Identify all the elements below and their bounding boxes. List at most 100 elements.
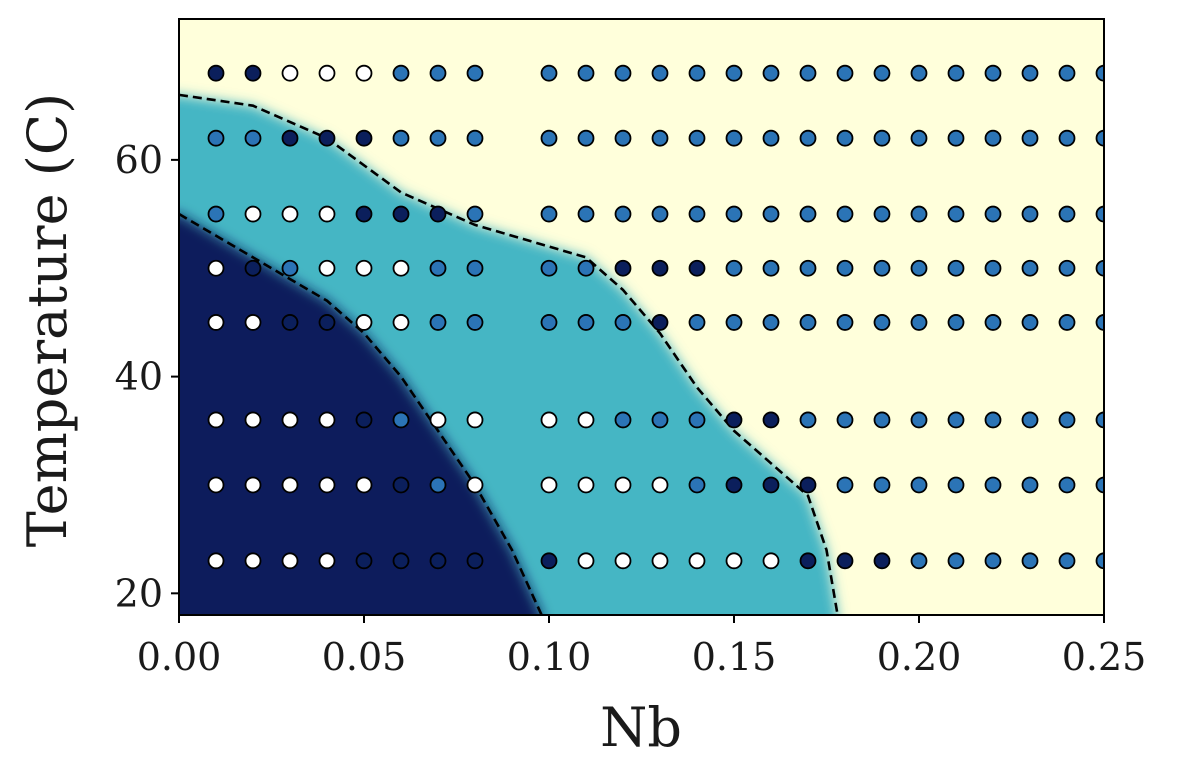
data-point bbox=[1058, 411, 1076, 429]
data-point bbox=[355, 411, 373, 429]
data-point bbox=[836, 314, 854, 331]
data-point bbox=[540, 411, 558, 429]
upper-boundary-line bbox=[179, 93, 839, 615]
data-point bbox=[651, 476, 669, 494]
data-point bbox=[799, 411, 817, 429]
data-point bbox=[614, 476, 632, 494]
data-point bbox=[984, 411, 1002, 429]
data-point bbox=[577, 259, 595, 277]
data-point bbox=[392, 64, 410, 82]
data-point bbox=[207, 259, 225, 277]
data-point bbox=[244, 552, 262, 570]
data-point bbox=[762, 205, 780, 223]
data-point bbox=[466, 259, 484, 277]
data-point bbox=[429, 259, 447, 277]
data-point bbox=[355, 64, 373, 82]
data-point bbox=[466, 552, 484, 570]
data-point bbox=[1058, 552, 1076, 570]
data-point bbox=[1058, 476, 1076, 494]
data-point bbox=[1095, 129, 1104, 147]
data-point bbox=[466, 129, 484, 147]
data-point bbox=[355, 205, 373, 223]
data-point bbox=[947, 129, 965, 147]
data-point bbox=[836, 129, 854, 147]
data-point bbox=[910, 552, 928, 570]
data-point bbox=[540, 129, 558, 147]
data-point bbox=[1058, 64, 1076, 82]
data-point bbox=[984, 314, 1002, 331]
lower-boundary-line bbox=[179, 212, 543, 615]
data-point bbox=[392, 259, 410, 277]
data-point bbox=[984, 552, 1002, 570]
data-point bbox=[762, 314, 780, 331]
data-point bbox=[1095, 476, 1104, 494]
data-point bbox=[873, 64, 891, 82]
data-point bbox=[725, 314, 743, 331]
data-point bbox=[799, 476, 817, 494]
data-point bbox=[466, 64, 484, 82]
data-point bbox=[318, 64, 336, 82]
data-point bbox=[392, 314, 410, 331]
data-point bbox=[688, 411, 706, 429]
data-point bbox=[873, 411, 891, 429]
data-point bbox=[540, 314, 558, 331]
data-point bbox=[651, 411, 669, 429]
data-point bbox=[836, 411, 854, 429]
data-point bbox=[540, 205, 558, 223]
data-point bbox=[244, 259, 262, 277]
data-point bbox=[540, 476, 558, 494]
data-point bbox=[207, 129, 225, 147]
boundary-lines bbox=[179, 93, 839, 615]
data-point bbox=[244, 476, 262, 494]
data-point bbox=[947, 205, 965, 223]
data-point bbox=[688, 552, 706, 570]
data-point bbox=[244, 411, 262, 429]
x-tick-label: 0.25 bbox=[1062, 635, 1147, 679]
data-point bbox=[873, 205, 891, 223]
data-point bbox=[799, 64, 817, 82]
data-point bbox=[688, 205, 706, 223]
y-tick-label: 40 bbox=[115, 355, 163, 399]
data-point bbox=[577, 205, 595, 223]
data-point bbox=[244, 314, 262, 331]
data-point bbox=[355, 552, 373, 570]
data-point bbox=[1021, 64, 1039, 82]
data-point bbox=[947, 411, 965, 429]
data-point bbox=[762, 476, 780, 494]
data-point bbox=[873, 476, 891, 494]
data-point bbox=[1058, 314, 1076, 331]
data-point bbox=[577, 314, 595, 331]
x-tick-label: 0.05 bbox=[322, 635, 407, 679]
data-point bbox=[1095, 64, 1104, 82]
plot-frame bbox=[178, 18, 1105, 616]
data-point bbox=[1021, 314, 1039, 331]
data-point bbox=[1021, 259, 1039, 277]
data-point bbox=[762, 259, 780, 277]
data-point bbox=[318, 205, 336, 223]
data-point bbox=[614, 259, 632, 277]
y-tick-label: 60 bbox=[115, 138, 163, 182]
y-tick-label: 20 bbox=[115, 571, 163, 615]
data-point bbox=[540, 64, 558, 82]
data-point bbox=[984, 259, 1002, 277]
data-point bbox=[873, 259, 891, 277]
data-point bbox=[318, 552, 336, 570]
data-point bbox=[318, 314, 336, 331]
data-point bbox=[429, 205, 447, 223]
data-point bbox=[281, 64, 299, 82]
data-point bbox=[614, 552, 632, 570]
data-point bbox=[836, 476, 854, 494]
data-point bbox=[466, 205, 484, 223]
data-point bbox=[725, 205, 743, 223]
data-point bbox=[614, 205, 632, 223]
data-point bbox=[318, 129, 336, 147]
data-point bbox=[1095, 411, 1104, 429]
data-point bbox=[429, 64, 447, 82]
data-point bbox=[799, 259, 817, 277]
data-point bbox=[984, 129, 1002, 147]
data-point bbox=[651, 259, 669, 277]
data-point bbox=[614, 314, 632, 331]
data-point bbox=[910, 411, 928, 429]
data-point bbox=[429, 129, 447, 147]
data-point bbox=[281, 314, 299, 331]
